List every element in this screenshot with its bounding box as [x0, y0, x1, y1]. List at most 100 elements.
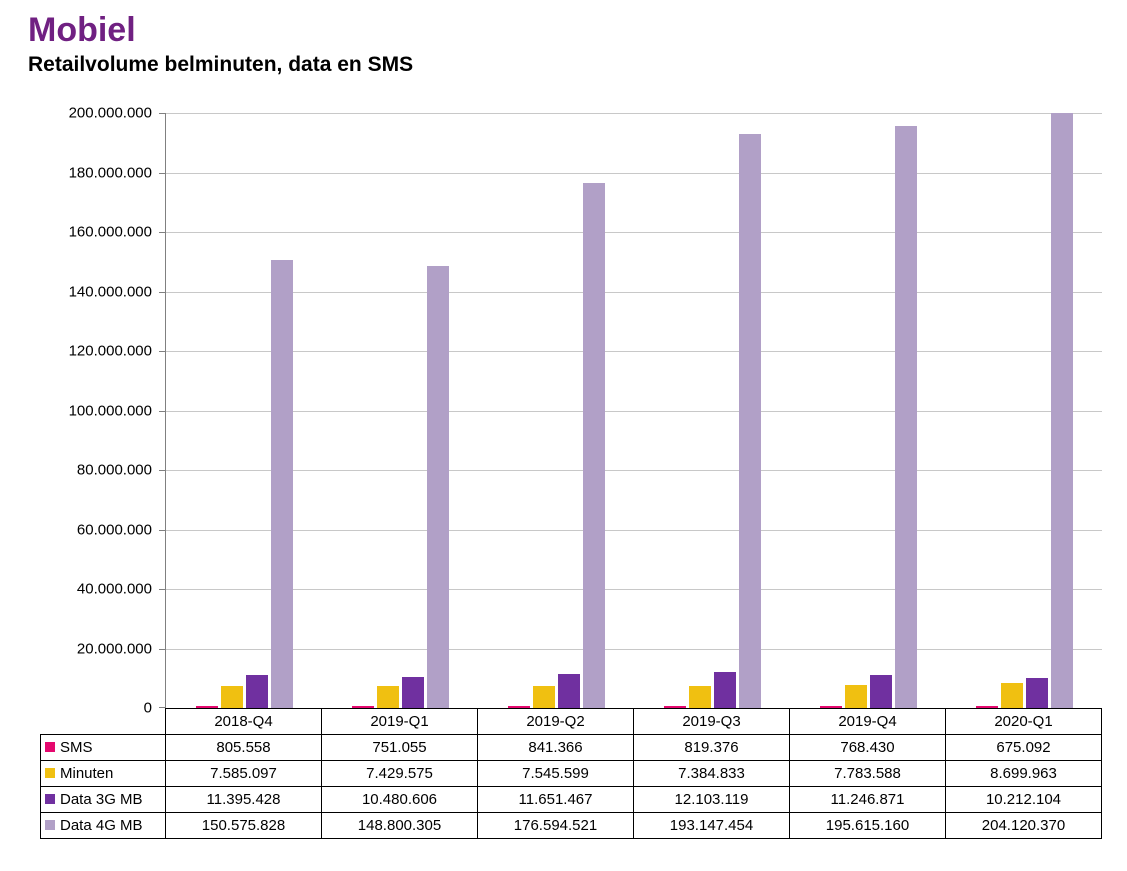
- gridline: [166, 470, 1102, 472]
- gridline: [166, 232, 1102, 234]
- legend-swatch-icon: [45, 742, 55, 753]
- y-axis-label: 120.000.000: [68, 342, 152, 360]
- bar-sms: [975, 706, 998, 709]
- y-axis-label: 100.000.000: [68, 402, 152, 420]
- value-cell-minuten-2019-q3: 7.384.833: [633, 760, 790, 788]
- y-axis-label: 0: [143, 699, 152, 717]
- y-axis-tickmark: [159, 410, 165, 412]
- bar-sms: [195, 706, 218, 709]
- y-axis-label: 160.000.000: [68, 223, 152, 241]
- bar-data-3g-mb: [1025, 678, 1048, 709]
- y-axis-tickmark: [159, 291, 165, 293]
- chart-title: Retailvolume belminuten, data en SMS: [28, 53, 414, 77]
- value-cell-data-4g-mb-2019-q2: 176.594.521: [477, 812, 634, 840]
- value-cell-sms-2020-q1: 675.092: [945, 734, 1102, 762]
- value-cell-data-3g-mb-2019-q3: 12.103.119: [633, 786, 790, 814]
- value-cell-data-3g-mb-2020-q1: 10.212.104: [945, 786, 1102, 814]
- value-cell-data-4g-mb-2018-q4: 150.575.828: [165, 812, 322, 840]
- y-axis-tickmark: [159, 351, 165, 353]
- y-axis-tickmark: [159, 589, 165, 591]
- bar-data-4g-mb: [1050, 113, 1073, 709]
- bar-data-3g-mb: [245, 674, 268, 709]
- table-row-data-4g-mb: Data 4G MB 150.575.828 148.800.305 176.594.…: [40, 812, 1102, 840]
- gridline: [166, 410, 1102, 412]
- y-axis-label: 40.000.000: [76, 580, 152, 598]
- legend-cell-sms: SMS: [40, 734, 166, 762]
- bar-group-2019-q1: [322, 113, 478, 709]
- page-title: Mobiel: [28, 11, 136, 49]
- category-header-2018-q4: 2018-Q4: [165, 708, 322, 736]
- value-cell-data-3g-mb-2018-q4: 11.395.428: [165, 786, 322, 814]
- category-header-2020-q1: 2020-Q1: [945, 708, 1102, 736]
- page: Mobiel Retailvolume belminuten, data en …: [28, 11, 1102, 840]
- bar-minuten: [376, 686, 399, 709]
- bar-sms: [351, 706, 374, 709]
- y-axis-label: 180.000.000: [68, 164, 152, 182]
- bar-sms: [663, 705, 686, 709]
- value-cell-sms-2018-q4: 805.558: [165, 734, 322, 762]
- bar-minuten: [220, 685, 243, 709]
- category-header-2019-q3: 2019-Q3: [633, 708, 790, 736]
- value-cell-sms-2019-q3: 819.376: [633, 734, 790, 762]
- table-row-data-3g-mb: Data 3G MB 11.395.428 10.480.606 11.651.467…: [40, 786, 1102, 814]
- bar-group-2019-q4: [790, 113, 946, 709]
- y-axis: 0 20.000.000 40.000.000 60.000.000 80.000.00…: [40, 105, 165, 717]
- plot-row: 0 20.000.000 40.000.000 60.000.000 80.000.00…: [40, 105, 1102, 717]
- bar-sms: [819, 706, 842, 709]
- bar-chart: 0 20.000.000 40.000.000 60.000.000 80.000.00…: [40, 105, 1102, 840]
- y-axis-tickmark: [159, 172, 165, 174]
- bar-data-3g-mb: [713, 672, 736, 709]
- y-axis-tickmark: [159, 707, 165, 709]
- plot-area: [165, 113, 1102, 709]
- y-axis-tickmark: [159, 113, 165, 115]
- legend-label: Minuten: [60, 765, 114, 783]
- gridline: [166, 291, 1102, 293]
- legend-label: Data 3G MB: [60, 791, 143, 809]
- value-cell-sms-2019-q1: 751.055: [321, 734, 478, 762]
- bar-data-3g-mb: [401, 677, 424, 709]
- y-axis-tickmark: [159, 232, 165, 234]
- legend-label: SMS: [60, 739, 93, 757]
- bar-data-4g-mb: [894, 126, 917, 709]
- value-cell-data-3g-mb-2019-q4: 11.246.871: [789, 786, 946, 814]
- gridline: [166, 172, 1102, 174]
- table-header-row: 2018-Q4 2019-Q1 2019-Q2 2019-Q3 2019-Q4 2020-…: [41, 708, 1102, 736]
- value-cell-minuten-2018-q4: 7.585.097: [165, 760, 322, 788]
- bar-minuten: [532, 685, 555, 709]
- category-header-2019-q1: 2019-Q1: [321, 708, 478, 736]
- data-table-body: 2018-Q4 2019-Q1 2019-Q2 2019-Q3 2019-Q4 2020-…: [40, 708, 1102, 840]
- bar-data-4g-mb: [738, 133, 761, 709]
- legend-cell-minuten: Minuten: [40, 760, 166, 788]
- legend-cell-data-3g-mb: Data 3G MB: [40, 786, 166, 814]
- value-cell-minuten-2019-q2: 7.545.599: [477, 760, 634, 788]
- gridline: [166, 589, 1102, 591]
- gridline: [166, 529, 1102, 531]
- gridline: [166, 113, 1102, 115]
- y-axis-label: 140.000.000: [68, 283, 152, 301]
- bar-data-4g-mb: [582, 183, 605, 709]
- bar-minuten: [844, 685, 867, 709]
- y-axis-label: 20.000.000: [76, 640, 152, 658]
- value-cell-data-4g-mb-2019-q1: 148.800.305: [321, 812, 478, 840]
- legend-swatch-icon: [45, 768, 55, 779]
- value-cell-data-3g-mb-2019-q1: 10.480.606: [321, 786, 478, 814]
- category-header-2019-q2: 2019-Q2: [477, 708, 634, 736]
- value-cell-minuten-2019-q4: 7.783.588: [789, 760, 946, 788]
- table-row-minuten: Minuten 7.585.097 7.429.575 7.545.599 7.384.…: [40, 760, 1102, 788]
- y-axis-tickmark: [159, 648, 165, 650]
- bar-group-2019-q3: [634, 113, 790, 709]
- legend-swatch-icon: [45, 794, 55, 805]
- bar-minuten: [688, 686, 711, 709]
- bar-sms: [507, 705, 530, 709]
- y-axis-label: 200.000.000: [68, 104, 152, 122]
- y-axis-label: 80.000.000: [76, 461, 152, 479]
- bar-data-3g-mb: [869, 674, 892, 709]
- gridline: [166, 351, 1102, 353]
- bar-group-2018-q4: [166, 113, 322, 709]
- gridline: [166, 648, 1102, 650]
- value-cell-sms-2019-q4: 768.430: [789, 734, 946, 762]
- legend-label: Data 4G MB: [60, 817, 143, 835]
- bar-data-4g-mb: [270, 260, 293, 709]
- data-table: 2018-Q4 2019-Q1 2019-Q2 2019-Q3 2019-Q4 2020-…: [40, 708, 1102, 840]
- y-axis-tickmark: [159, 529, 165, 531]
